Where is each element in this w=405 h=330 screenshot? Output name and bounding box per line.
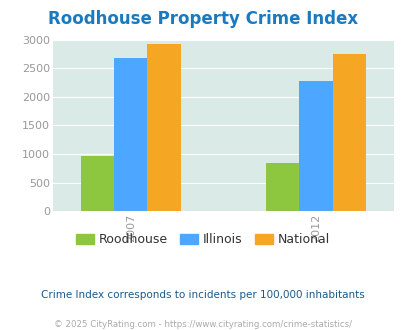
Text: © 2025 CityRating.com - https://www.cityrating.com/crime-statistics/: © 2025 CityRating.com - https://www.city… — [54, 320, 351, 329]
Bar — [147, 44, 180, 211]
Bar — [80, 156, 114, 211]
Legend: Roodhouse, Illinois, National: Roodhouse, Illinois, National — [71, 228, 334, 251]
Bar — [298, 81, 332, 211]
Bar — [332, 54, 365, 211]
Bar — [265, 163, 298, 211]
Text: Roodhouse Property Crime Index: Roodhouse Property Crime Index — [48, 10, 357, 28]
Bar — [114, 58, 147, 211]
Text: Crime Index corresponds to incidents per 100,000 inhabitants: Crime Index corresponds to incidents per… — [41, 290, 364, 300]
